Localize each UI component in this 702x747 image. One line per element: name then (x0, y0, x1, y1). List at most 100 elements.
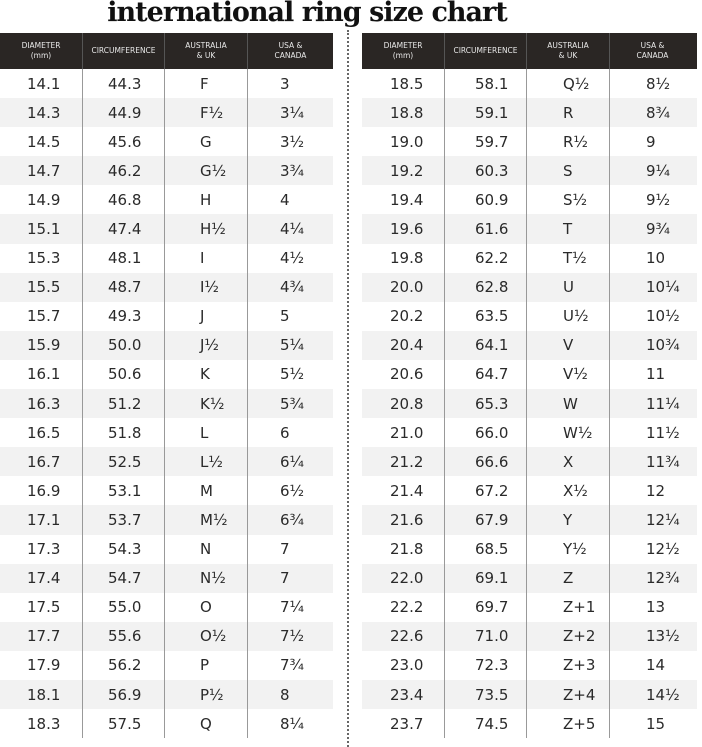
table-row: 23.7 74.5 Z+5 15 (362, 709, 697, 739)
cell-usa-canada: 14½ (646, 685, 680, 704)
cell-australia-uk: S (527, 156, 610, 186)
cell-circumference: 46.2 (83, 156, 165, 186)
cell-usa-canada: 11¼ (646, 394, 680, 413)
cell-diameter: 22.0 (362, 563, 445, 593)
cell-diameter: 17.9 (0, 650, 83, 680)
header-usa-canada: USA & CANADA (274, 41, 307, 60)
cell-australia-uk: Z+3 (527, 650, 610, 680)
cell-circumference: 55.0 (83, 592, 165, 622)
cell-circumference: 62.2 (445, 243, 527, 273)
cell-usa-canada: 11 (646, 365, 666, 384)
cell-diameter: 14.9 (0, 185, 83, 215)
table-row: 23.0 72.3 Z+3 14 (362, 650, 697, 680)
cell-diameter: 20.2 (362, 301, 445, 331)
cell-australia-uk: H (165, 185, 248, 215)
cell-usa-canada: 7¼ (280, 598, 305, 617)
cell-diameter: 21.0 (362, 418, 445, 448)
cell-diameter: 21.6 (362, 505, 445, 535)
cell-diameter: 17.5 (0, 592, 83, 622)
cell-australia-uk: N (165, 534, 248, 564)
cell-diameter: 15.7 (0, 301, 83, 331)
header-circumference: CIRCUMFERENCE (445, 33, 527, 69)
table-row: 17.3 54.3 N 7 (0, 534, 333, 564)
cell-circumference: 73.5 (445, 679, 527, 710)
table-row: 14.3 44.9 F½ 3¼ (0, 98, 333, 128)
cell-usa-canada: 3¾ (280, 161, 305, 180)
cell-usa-canada: 5¼ (280, 336, 305, 355)
table-row: 19.4 60.9 S½ 9½ (362, 185, 697, 215)
cell-usa-canada: 11¾ (646, 452, 680, 471)
cell-circumference: 64.1 (445, 330, 527, 360)
cell-usa-canada: 13½ (646, 627, 680, 646)
cell-circumference: 58.1 (445, 69, 527, 99)
cell-circumference: 60.3 (445, 156, 527, 186)
table-row: 18.8 59.1 R 8¾ (362, 98, 697, 128)
cell-australia-uk: M (165, 476, 248, 506)
cell-australia-uk: W (527, 389, 610, 419)
table-header: DIAMETER (mm) CIRCUMFERENCE AUSTRALIA & UK… (362, 33, 697, 69)
header-circumference: CIRCUMFERENCE (83, 33, 165, 69)
cell-usa-canada: 9¾ (646, 220, 671, 239)
cell-diameter: 19.0 (362, 127, 445, 157)
cell-australia-uk: S½ (527, 185, 610, 215)
cell-diameter: 15.1 (0, 214, 83, 244)
cell-diameter: 19.2 (362, 156, 445, 186)
cell-usa-canada: 8½ (646, 74, 671, 93)
table-row: 17.5 55.0 O 7¼ (0, 592, 333, 622)
cell-diameter: 23.4 (362, 679, 445, 710)
cell-circumference: 44.3 (83, 69, 165, 99)
cell-circumference: 67.9 (445, 505, 527, 535)
cell-circumference: 47.4 (83, 214, 165, 244)
table-row: 20.8 65.3 W 11¼ (362, 389, 697, 419)
table-header: DIAMETER (mm) CIRCUMFERENCE AUSTRALIA & UK… (0, 33, 333, 69)
cell-diameter: 15.5 (0, 272, 83, 302)
cell-circumference: 52.5 (83, 447, 165, 477)
cell-circumference: 51.8 (83, 418, 165, 448)
table-row: 15.7 49.3 J 5 (0, 301, 333, 331)
table-row: 22.2 69.7 Z+1 13 (362, 592, 697, 622)
table-row: 21.6 67.9 Y 12¼ (362, 505, 697, 535)
cell-circumference: 54.3 (83, 534, 165, 564)
cell-diameter: 16.1 (0, 359, 83, 390)
cell-usa-canada: 5½ (280, 365, 305, 384)
table-row: 17.9 56.2 P 7¾ (0, 650, 333, 680)
cell-circumference: 55.6 (83, 621, 165, 651)
cell-australia-uk: W½ (527, 418, 610, 448)
cell-circumference: 61.6 (445, 214, 527, 244)
table-row: 23.4 73.5 Z+4 14½ (362, 679, 697, 710)
cell-circumference: 44.9 (83, 98, 165, 128)
cell-australia-uk: J½ (165, 330, 248, 360)
cell-circumference: 63.5 (445, 301, 527, 331)
cell-circumference: 45.6 (83, 127, 165, 157)
cell-australia-uk: R (527, 98, 610, 128)
ring-size-table-right: DIAMETER (mm) CIRCUMFERENCE AUSTRALIA & UK… (362, 33, 697, 739)
cell-usa-canada: 7 (280, 540, 290, 559)
cell-usa-canada: 4¼ (280, 220, 305, 239)
table-row: 19.0 59.7 R½ 9 (362, 127, 697, 157)
ring-size-table-left: DIAMETER (mm) CIRCUMFERENCE AUSTRALIA & UK… (0, 33, 333, 739)
cell-usa-canada: 4 (280, 190, 290, 209)
table-row: 22.6 71.0 Z+2 13½ (362, 621, 697, 651)
table-row: 16.7 52.5 L½ 6¼ (0, 447, 333, 477)
table-row: 16.1 50.6 K 5½ (0, 359, 333, 390)
cell-australia-uk: X (527, 447, 610, 477)
table-row: 21.8 68.5 Y½ 12½ (362, 534, 697, 564)
cell-diameter: 19.8 (362, 243, 445, 273)
header-australia-uk: AUSTRALIA & UK (165, 33, 248, 69)
cell-circumference: 59.1 (445, 98, 527, 128)
cell-diameter: 18.1 (0, 679, 83, 710)
cell-circumference: 60.9 (445, 185, 527, 215)
dotted-divider (347, 30, 349, 747)
cell-australia-uk: U (527, 272, 610, 302)
cell-circumference: 48.1 (83, 243, 165, 273)
cell-diameter: 20.0 (362, 272, 445, 302)
cell-australia-uk: T½ (527, 243, 610, 273)
header-diameter: DIAMETER (mm) (362, 33, 445, 69)
cell-circumference: 66.6 (445, 447, 527, 477)
cell-diameter: 14.5 (0, 127, 83, 157)
cell-usa-canada: 5¾ (280, 394, 305, 413)
cell-australia-uk: I (165, 243, 248, 273)
cell-usa-canada: 10¼ (646, 278, 680, 297)
table-row: 18.5 58.1 Q½ 8½ (362, 69, 697, 99)
table-row: 15.9 50.0 J½ 5¼ (0, 330, 333, 360)
